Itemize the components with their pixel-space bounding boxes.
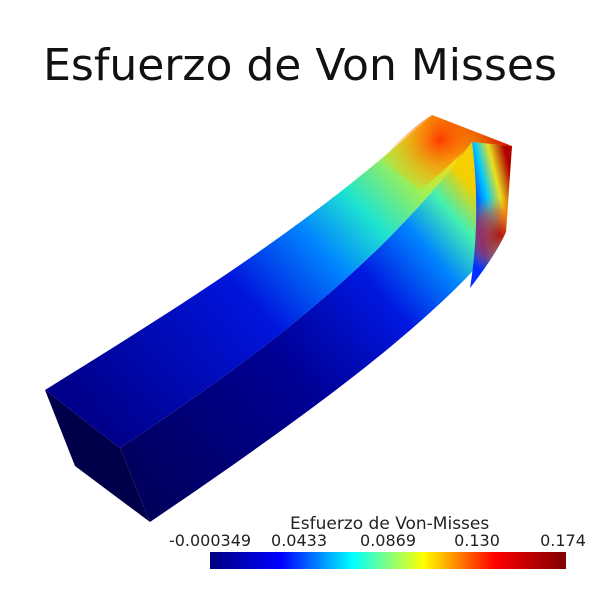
legend-tick-label: -0.000349 <box>168 531 252 550</box>
legend-tick-label: 0.174 <box>540 531 586 550</box>
beam-end-face-front <box>45 390 150 522</box>
page-title: Esfuerzo de Von Misses <box>43 40 557 91</box>
legend-tick-label: 0.0869 <box>360 531 416 550</box>
beam-top-face <box>45 115 512 448</box>
beam-end-hotspot <box>470 142 512 288</box>
legend-colorbar <box>210 552 566 569</box>
legend-tick-label: 0.0433 <box>271 531 327 550</box>
beam-top-hotspot <box>380 115 512 190</box>
beam-side-face <box>120 142 512 522</box>
legend-title: Esfuerzo de Von-Misses <box>290 514 490 534</box>
legend-tick-label: 0.130 <box>454 531 500 550</box>
